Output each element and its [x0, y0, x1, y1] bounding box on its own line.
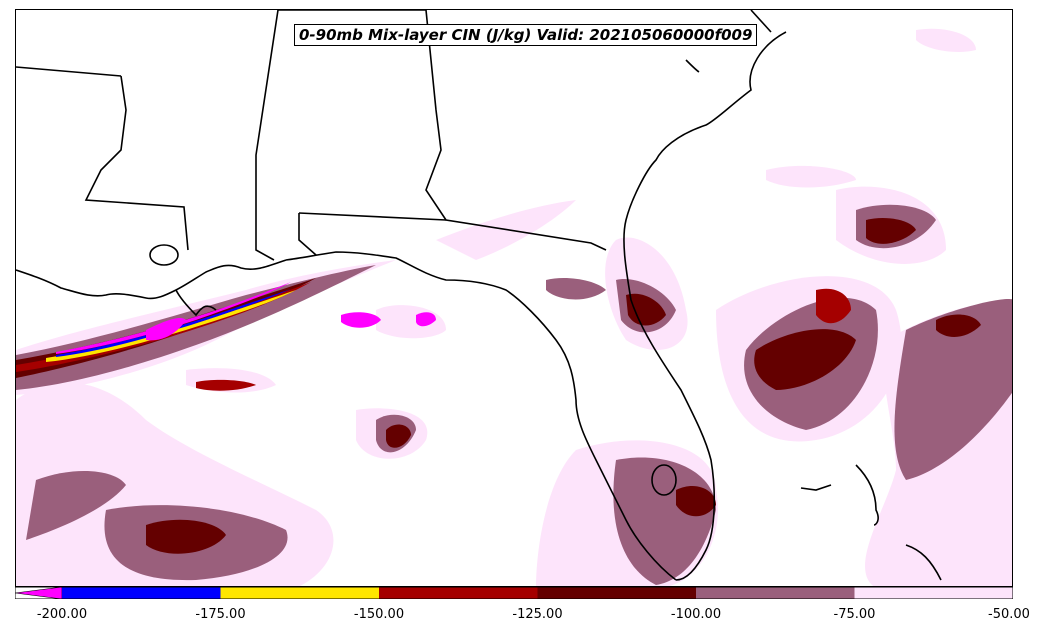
cin-field-red [16, 282, 851, 391]
colorbar-tick-label: -50.00 [988, 607, 1030, 622]
cin-map [16, 10, 1012, 586]
colorbar-bin [696, 587, 855, 599]
colorbar-bin [537, 587, 696, 599]
colorbar-bin-extend-low [15, 587, 63, 599]
colorbar-bin [62, 587, 221, 599]
colorbar-bin [220, 587, 379, 599]
colorbar-tick-label: -75.00 [833, 607, 876, 622]
coastline-and-state-borders [16, 10, 942, 581]
cin-field-magenta [56, 282, 436, 354]
colorbar-tick-label: -150.00 [353, 607, 405, 622]
colorbar-tick-label: -125.00 [512, 607, 563, 622]
map-panel: 0-90mb Mix-layer CIN (J/kg) Valid: 20210… [15, 9, 1013, 587]
colorbar [15, 587, 1013, 599]
colorbar-tick-label: -175.00 [195, 607, 246, 622]
colorbar-tick-label: -200.00 [36, 607, 88, 622]
colorbar-bin [379, 587, 538, 599]
colorbar-bin [854, 587, 1013, 599]
map-title: 0-90mb Mix-layer CIN (J/kg) Valid: 20210… [294, 24, 758, 46]
colorbar-tick-label: -100.00 [670, 607, 722, 622]
